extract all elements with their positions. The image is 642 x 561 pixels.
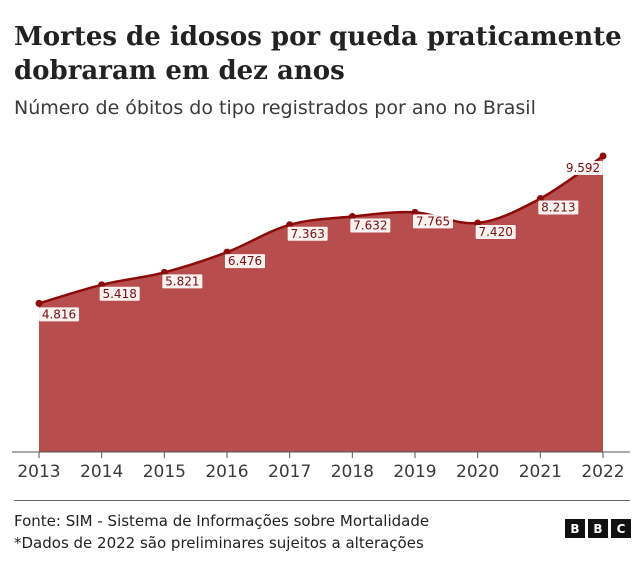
data-point	[348, 212, 356, 220]
data-label: 7.632	[350, 218, 391, 233]
data-label-text: 7.765	[416, 214, 450, 228]
data-label-bg	[350, 218, 391, 233]
data-label-bg	[225, 254, 265, 269]
data-point	[474, 219, 482, 227]
x-tick-label: 2017	[268, 462, 311, 482]
x-tick-label: 2019	[393, 462, 436, 482]
data-point	[411, 208, 419, 216]
logo-letter: C	[611, 519, 631, 538]
data-point	[160, 268, 168, 276]
data-label-bg	[563, 161, 603, 175]
data-label: 5.418	[99, 286, 140, 301]
footer-divider	[14, 500, 630, 501]
x-tick-label: 2018	[331, 462, 374, 482]
data-label-bg	[99, 286, 140, 301]
data-label-text: 5.418	[102, 287, 136, 301]
data-label-text: 7.420	[478, 225, 512, 239]
data-label: 8.213	[538, 200, 579, 215]
data-label-bg	[287, 226, 328, 241]
area-fill	[39, 156, 603, 452]
data-label: 7.765	[413, 214, 453, 229]
chart-title: Mortes de idosos por queda praticamente …	[14, 22, 622, 86]
data-label: 7.363	[287, 226, 328, 241]
logo-letter: B	[565, 519, 585, 538]
data-point	[223, 248, 231, 256]
data-point	[98, 281, 106, 289]
data-label: 6.476	[225, 254, 265, 269]
data-point	[599, 152, 607, 160]
footnote-text: *Dados de 2022 são preliminares sujeitos…	[14, 534, 424, 552]
x-tick-label: 2015	[143, 462, 186, 482]
data-label-text: 7.632	[353, 218, 387, 232]
data-label-text: 7.363	[290, 227, 324, 241]
data-point	[286, 221, 294, 229]
footer: Fonte: SIM - Sistema de Informações sobr…	[14, 510, 429, 554]
logo-letter: B	[588, 519, 608, 538]
data-label-bg	[162, 274, 203, 289]
data-label-bg	[413, 214, 453, 229]
data-label-bg	[475, 225, 516, 240]
x-tick-label: 2022	[581, 462, 624, 482]
chart-subtitle: Número de óbitos do tipo registrados por…	[14, 97, 536, 119]
series-line	[38, 154, 604, 305]
data-label: 4.816	[39, 307, 79, 322]
data-point	[35, 299, 43, 307]
x-tick-label: 2021	[519, 462, 562, 482]
area-chart: 2013 2014 2015 2016 2017 2018 2019 2020 2021 2022…	[12, 152, 630, 482]
data-label-text: 9.592	[566, 161, 600, 175]
data-label: 7.420	[475, 225, 516, 240]
data-label: 5.821	[162, 274, 203, 289]
data-label-text: 5.821	[165, 274, 199, 288]
data-label-bg	[39, 307, 79, 322]
x-tick-label: 2013	[17, 462, 60, 482]
x-tick-label: 2016	[205, 462, 248, 482]
x-tick-label: 2020	[456, 462, 499, 482]
data-point	[536, 195, 544, 203]
data-label: 9.592	[563, 161, 603, 175]
data-label-text: 4.816	[42, 307, 76, 321]
bbc-logo: B B C	[565, 519, 631, 538]
data-label-text: 8.213	[541, 201, 575, 215]
data-label-text: 6.476	[228, 254, 262, 268]
x-tick-label: 2014	[80, 462, 123, 482]
source-text: Fonte: SIM - Sistema de Informações sobr…	[14, 512, 430, 530]
data-label-bg	[538, 200, 579, 215]
